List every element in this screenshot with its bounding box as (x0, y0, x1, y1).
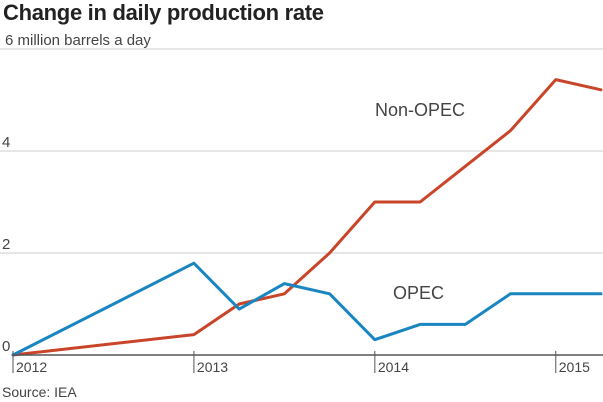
y-tick-label: 0 (2, 338, 10, 355)
x-tick-label: 2014 (378, 359, 409, 375)
y-axis-unit-label: 6 million barrels a day (5, 32, 151, 49)
series-label: OPEC (393, 283, 444, 303)
x-tick-label: 2012 (16, 359, 47, 375)
y-tick-label: 4 (2, 134, 10, 151)
y-tick-label: 2 (2, 236, 10, 253)
chart-title: Change in daily production rate (3, 0, 324, 25)
series-line-non-opec (11, 78, 603, 357)
x-tick-label: 2013 (197, 359, 228, 375)
series-label: Non-OPEC (375, 100, 465, 120)
x-tick-label: 2015 (559, 359, 590, 375)
series-line-opec (11, 261, 603, 357)
source-note: Source: IEA (2, 384, 77, 400)
